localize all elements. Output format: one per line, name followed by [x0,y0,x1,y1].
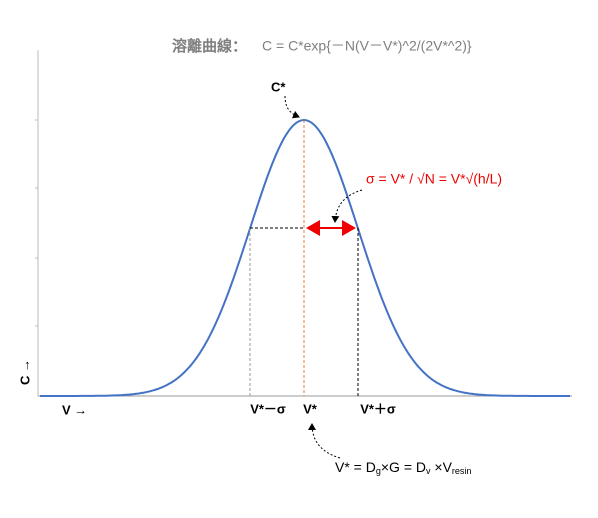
axes [35,50,572,397]
vstar-pointer [308,423,341,459]
x-label: V*＋σ [360,401,396,416]
formula-text: ×G = D [381,459,426,475]
title-label: 溶離曲線： [172,37,247,55]
sigma-label: σ = V* / √N = V*√(h/L) [366,171,502,187]
formula-subscript: v [426,466,431,476]
formula-text: V* = D [335,459,376,475]
x-label: V* [303,401,318,416]
x-label: V*－σ [250,401,286,416]
formula-subscript: g [376,466,381,476]
peak-pointer [284,95,300,119]
formula-subscript: resin [452,466,472,476]
y-axis-label: C → [17,359,32,385]
x-axis-label: V → [62,402,87,417]
peak-label: C* [271,79,286,94]
formula-text: ×V [431,459,453,475]
elution-curve [40,118,570,397]
title-formula: C = C*exp{－N(V－V*)^2/(2V*^2)} [262,38,472,54]
bottom-formula: V* = Dg×G = Dv ×Vresin [335,459,471,477]
sigma-pointer [331,189,363,223]
